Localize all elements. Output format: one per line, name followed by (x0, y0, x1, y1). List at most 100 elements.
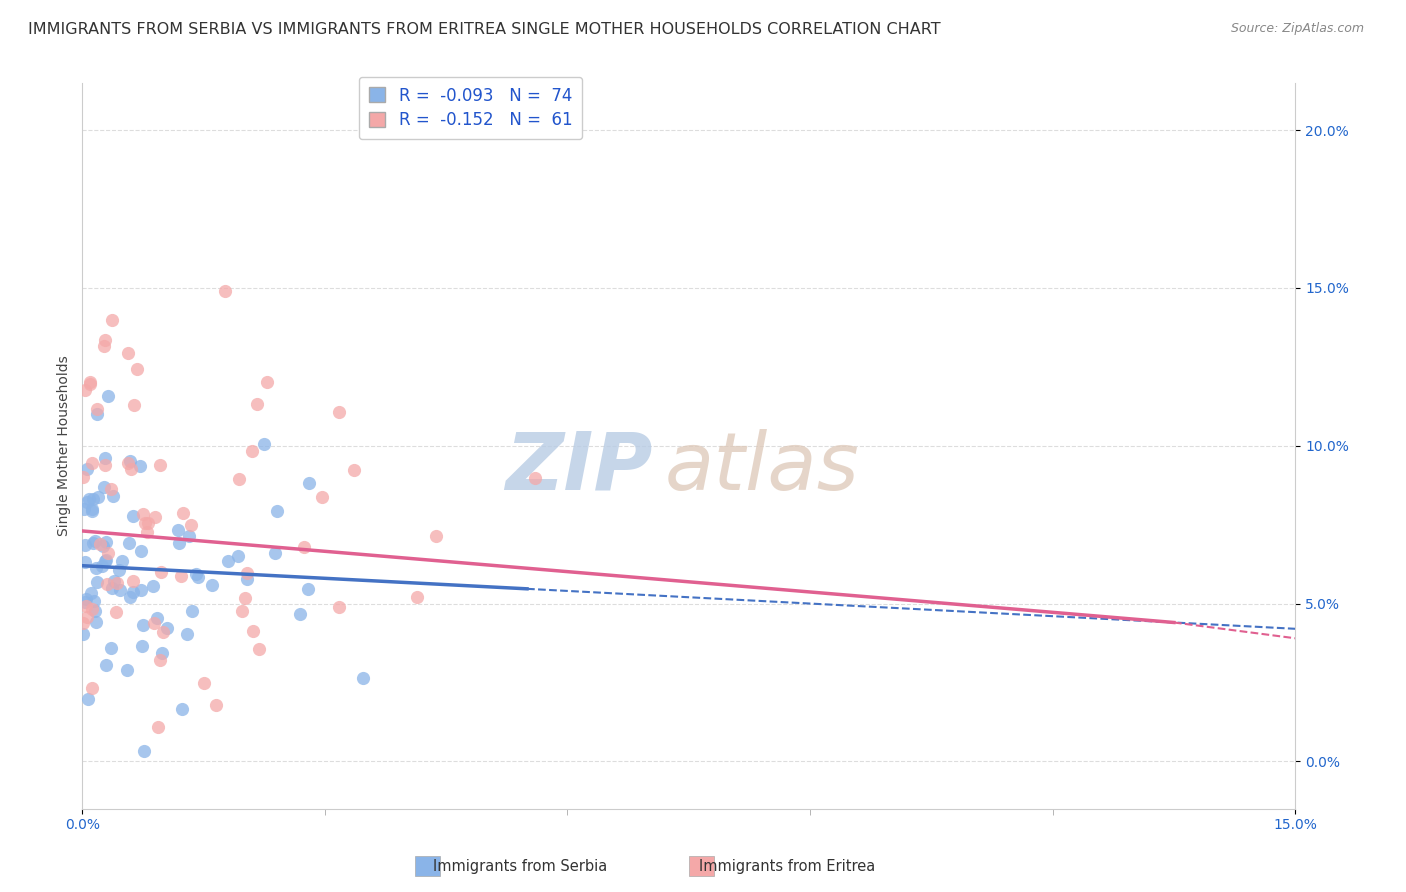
Point (101, 581, 124, 595)
Point (93, 554, 115, 568)
Point (79, 376, 101, 390)
Point (80, 456, 103, 470)
Point (406, 591, 429, 605)
Point (343, 463, 366, 477)
Point (94, 458, 117, 473)
Point (76, 610, 98, 624)
Point (233, 591, 256, 606)
Point (187, 570, 209, 584)
Point (84, 615, 107, 629)
Point (298, 476, 321, 491)
Point (86, 402, 108, 417)
Point (80, 502, 103, 516)
Point (100, 641, 122, 656)
Point (120, 454, 142, 468)
Point (91, 539, 114, 553)
Point (204, 698, 226, 713)
Point (117, 346, 139, 360)
Point (101, 489, 124, 503)
Point (170, 702, 193, 716)
Point (80, 681, 103, 695)
Point (146, 720, 169, 734)
Point (150, 646, 173, 660)
Point (201, 578, 224, 592)
Text: IMMIGRANTS FROM SERBIA VS IMMIGRANTS FROM ERITREA SINGLE MOTHER HOUSEHOLDS CORRE: IMMIGRANTS FROM SERBIA VS IMMIGRANTS FRO… (28, 22, 941, 37)
Point (242, 624, 264, 638)
Point (214, 284, 236, 298)
Point (122, 509, 145, 524)
Point (84, 604, 107, 618)
Point (328, 599, 350, 614)
Point (294, 540, 316, 554)
Point (352, 671, 374, 685)
Point (136, 524, 159, 539)
Point (143, 510, 166, 524)
Text: Source: ZipAtlas.com: Source: ZipAtlas.com (1230, 22, 1364, 36)
Point (76, 461, 98, 475)
Point (108, 563, 131, 577)
Point (246, 397, 269, 411)
Point (94, 534, 117, 549)
Point (83, 594, 105, 608)
Point (290, 607, 312, 621)
Point (72, 627, 94, 641)
Point (101, 313, 124, 327)
Point (131, 639, 153, 653)
Point (72, 470, 94, 484)
Point (263, 546, 285, 560)
FancyBboxPatch shape (415, 856, 440, 876)
Point (266, 504, 288, 518)
Point (132, 508, 155, 522)
Point (228, 472, 250, 486)
Point (89, 537, 111, 551)
Point (118, 536, 141, 550)
Point (167, 523, 190, 537)
Point (217, 554, 239, 568)
Point (180, 604, 202, 618)
Point (131, 583, 153, 598)
Point (122, 574, 145, 588)
Point (156, 621, 179, 635)
Point (240, 444, 263, 458)
Point (149, 653, 172, 667)
Point (72, 502, 94, 516)
Point (179, 528, 201, 542)
Point (118, 591, 141, 605)
Point (84, 534, 107, 549)
Point (111, 554, 134, 568)
Point (96, 577, 118, 591)
Point (235, 566, 257, 581)
Point (82, 602, 104, 616)
Point (97, 546, 120, 560)
Point (149, 458, 172, 472)
Y-axis label: Single Mother Households: Single Mother Households (58, 355, 72, 536)
Point (103, 574, 125, 588)
Text: atlas: atlas (665, 428, 859, 507)
Point (90, 559, 112, 574)
Point (172, 507, 194, 521)
Point (134, 516, 156, 530)
Point (253, 437, 276, 451)
Point (82, 504, 104, 518)
Point (100, 482, 122, 496)
Point (132, 744, 155, 758)
Point (79, 376, 101, 391)
Point (127, 362, 149, 376)
Point (82, 536, 104, 550)
Point (86, 408, 108, 422)
Point (129, 544, 152, 558)
Text: Immigrants from Eritrea: Immigrants from Eritrea (699, 859, 876, 874)
Point (75, 555, 97, 569)
Point (231, 604, 253, 618)
Point (256, 376, 278, 390)
Point (108, 583, 131, 598)
Point (193, 676, 215, 690)
Text: Immigrants from Serbia: Immigrants from Serbia (433, 859, 607, 874)
Point (152, 625, 174, 640)
Point (122, 398, 145, 412)
Point (170, 569, 193, 583)
Point (247, 642, 270, 657)
Point (104, 605, 127, 619)
Legend: R =  -0.093   N =  74, R =  -0.152   N =  61: R = -0.093 N = 74, R = -0.152 N = 61 (359, 77, 582, 139)
Point (94, 333, 117, 347)
